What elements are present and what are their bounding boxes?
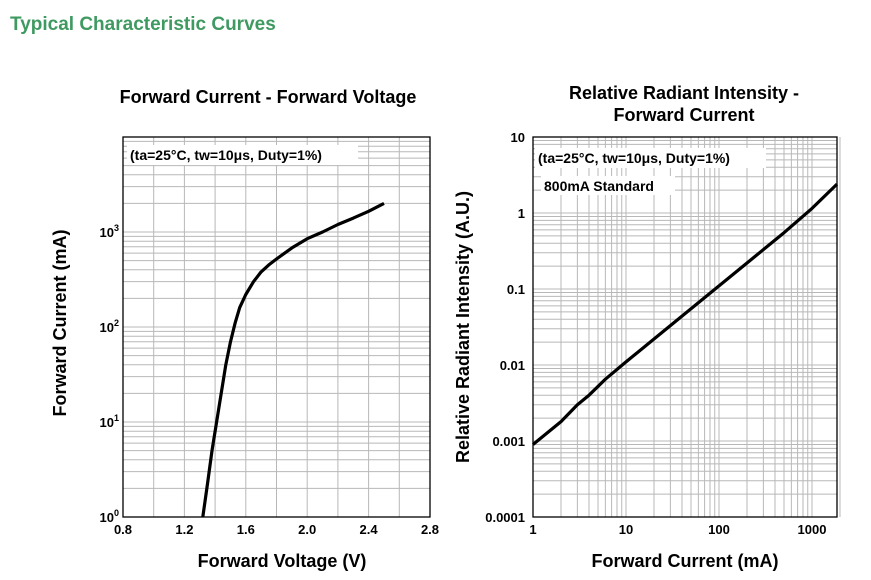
chart1-x-tick-label: 2.4	[360, 522, 379, 537]
chart1-annotation-box: (ta=25°C, tw=10μs, Duty=1%)	[127, 145, 358, 165]
chart1-x-tick-label: 2.0	[298, 522, 316, 537]
chart1-y-tick-label: 102	[100, 318, 119, 335]
chart1-x-tick-label: 1.6	[237, 522, 255, 537]
chart1-x-tick-label: 0.8	[114, 522, 132, 537]
chart1-grid	[122, 137, 431, 518]
page-heading: Typical Characteristic Curves	[10, 14, 276, 35]
chart1-x-tick-label: 1.2	[175, 522, 193, 537]
chart1-y-tick-label: 101	[100, 413, 119, 430]
chart1-y-axis-label: Forward Current (mA)	[50, 229, 70, 416]
chart1-ticks: 0.8 1.2 1.6 2.0 2.4 2.8 100 101 102 103	[100, 223, 440, 537]
chart1-title: Forward Current - Forward Voltage	[120, 87, 417, 107]
chart1-x-axis-label: Forward Voltage (V)	[198, 551, 367, 571]
chart1-y-tick-label: 100	[100, 508, 119, 525]
chart1-annotation: (ta=25°C, tw=10μs, Duty=1%)	[130, 147, 322, 163]
chart1-x-tick-label: 2.8	[421, 522, 439, 537]
chart1-series-line	[201, 201, 385, 518]
chart1-plot-frame	[122, 136, 431, 518]
chart1-y-tick-label: 103	[100, 223, 119, 240]
